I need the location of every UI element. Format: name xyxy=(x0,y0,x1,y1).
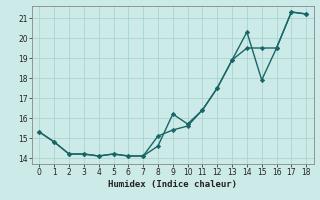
X-axis label: Humidex (Indice chaleur): Humidex (Indice chaleur) xyxy=(108,180,237,189)
